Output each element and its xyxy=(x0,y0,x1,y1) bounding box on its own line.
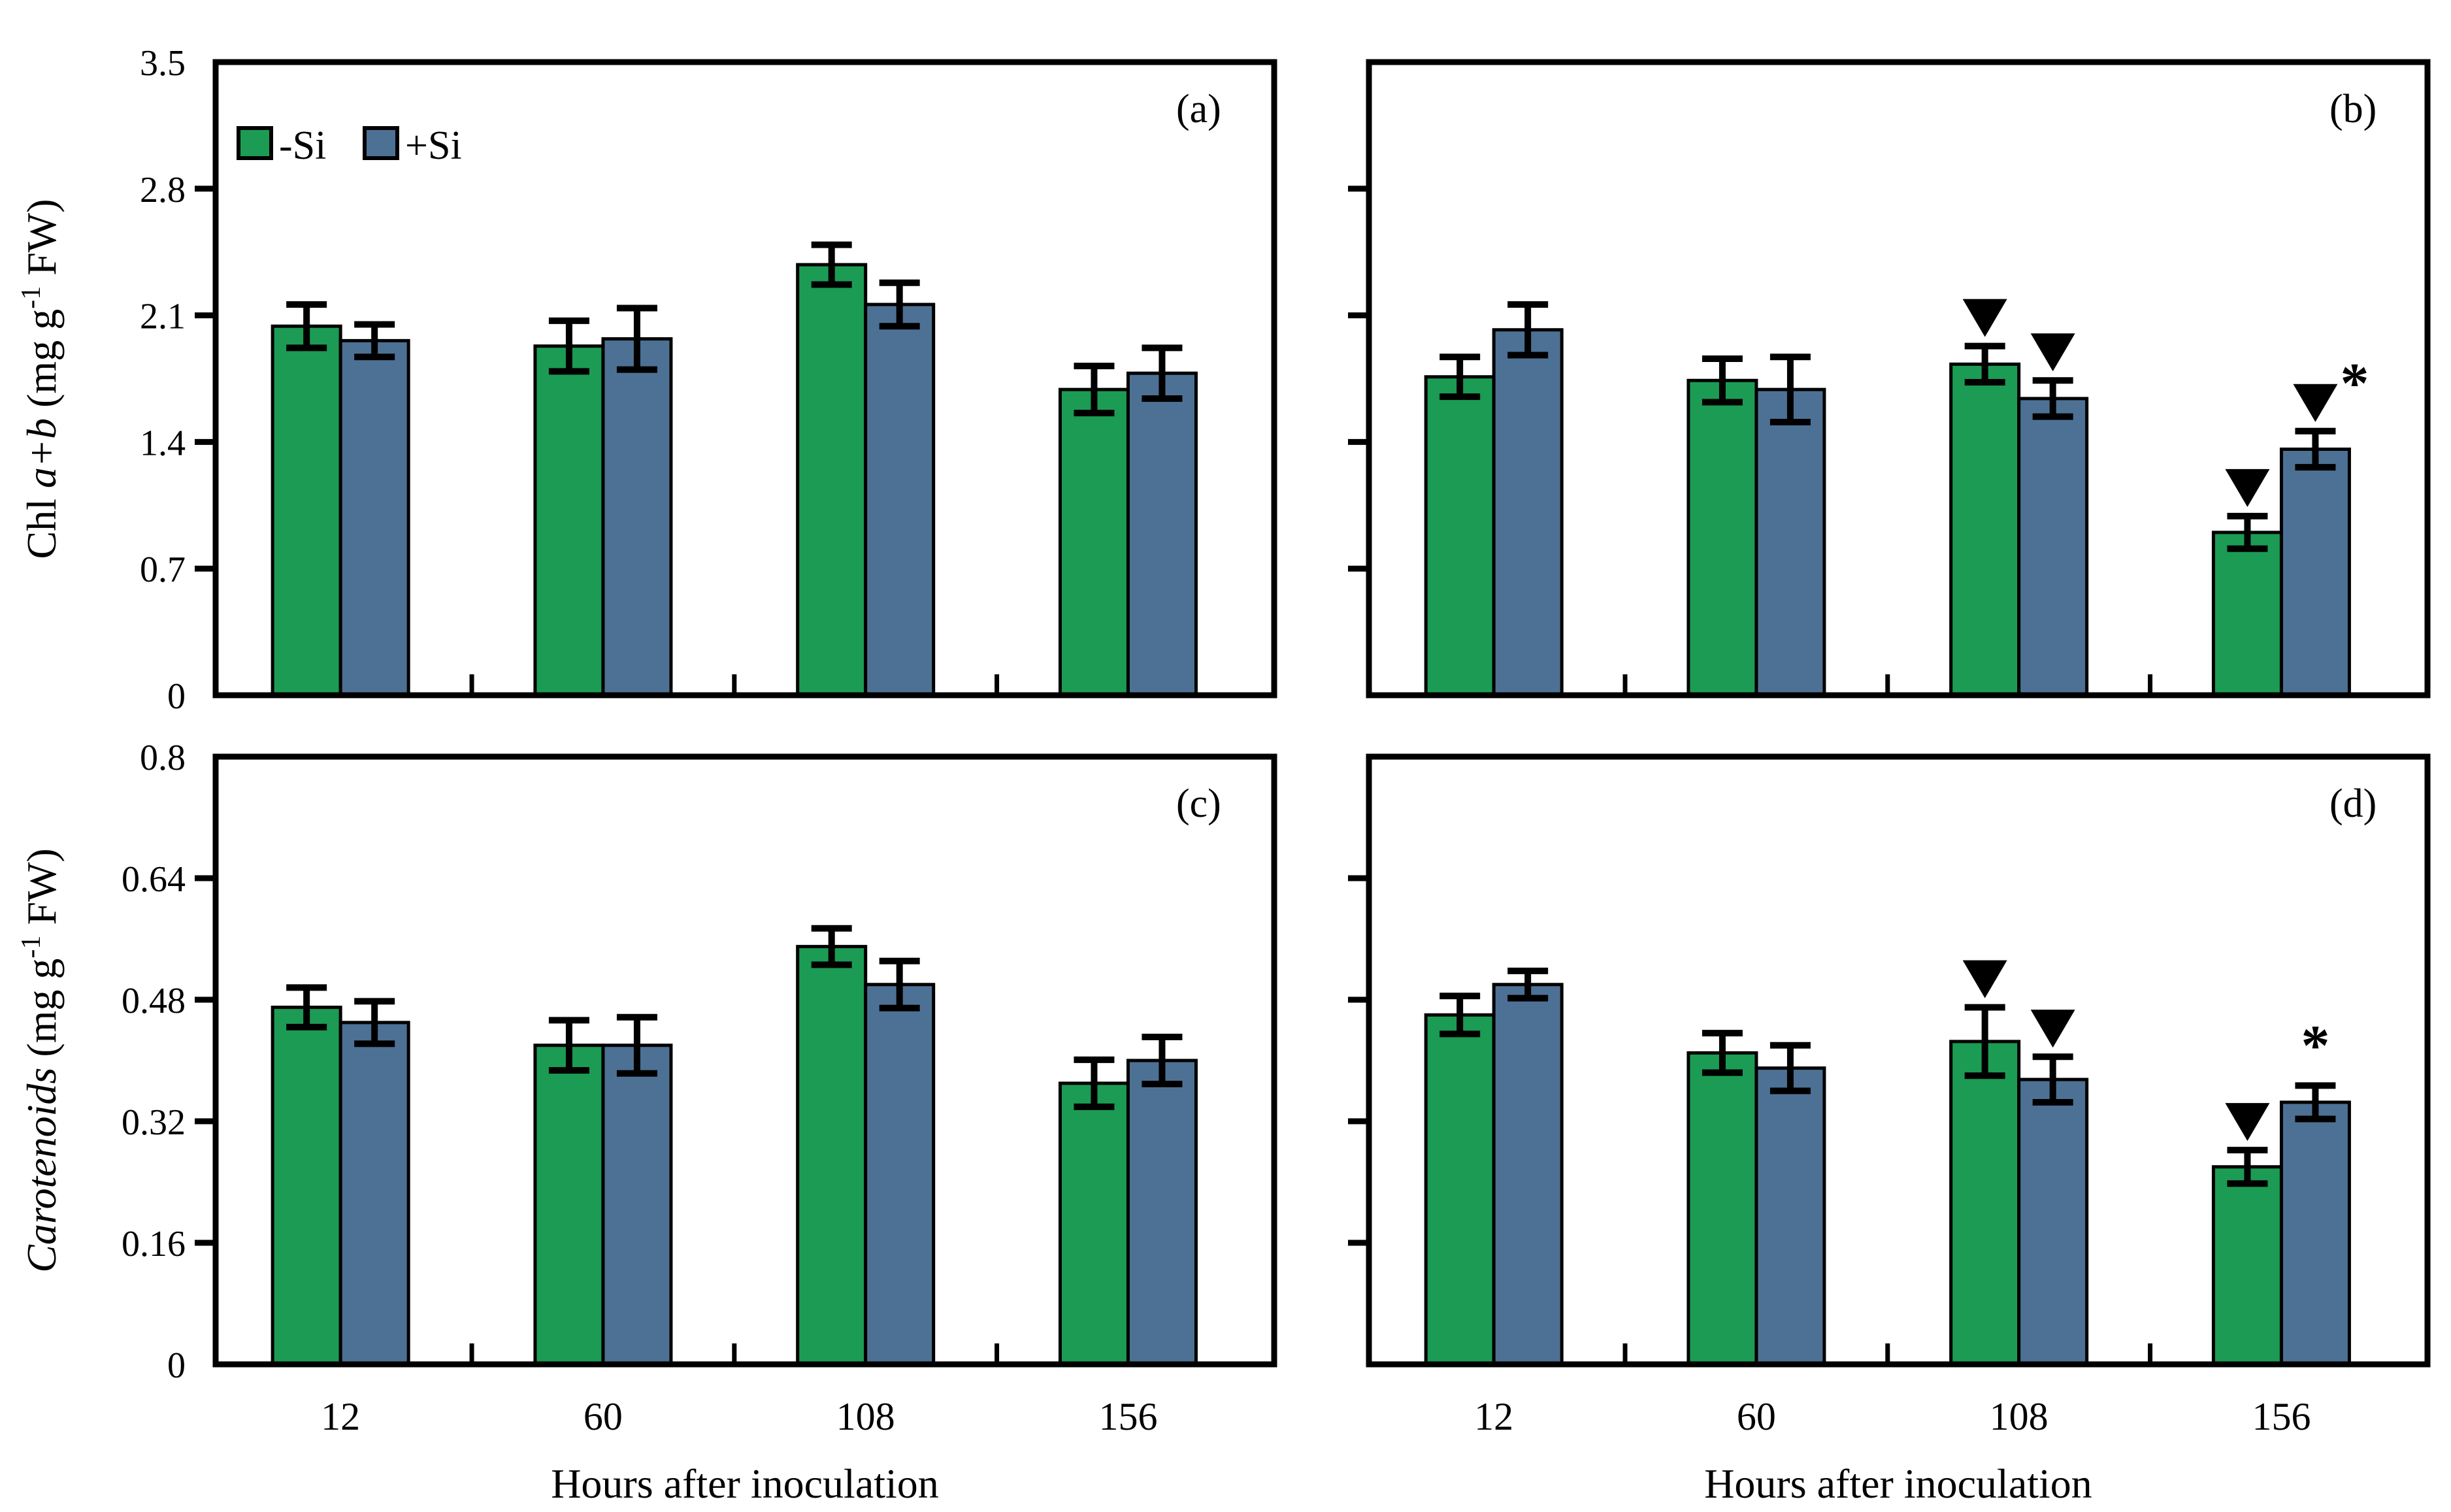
panel-letter-b: (b) xyxy=(2329,87,2377,131)
yticklabel-c-0.64: 0.64 xyxy=(122,859,186,900)
yticklabel-c-0: 0 xyxy=(167,1345,186,1386)
bar-c-108-+Si xyxy=(864,983,936,1366)
bar-a-12--Si xyxy=(271,324,342,697)
bar-a-12-+Si xyxy=(338,338,410,697)
x-axis-title-left: Hours after inoculation xyxy=(551,1460,939,1507)
panel-letter-d: (d) xyxy=(2329,781,2377,826)
marker-triangle-down-icon-b-108-+Si xyxy=(2030,333,2075,372)
bar-c-156-+Si xyxy=(1126,1059,1198,1366)
bar-c-12-+Si xyxy=(338,1021,410,1366)
xticklabel-d-60: 60 xyxy=(1737,1395,1776,1438)
yticklabel-c-0.16: 0.16 xyxy=(122,1224,186,1264)
bar-c-156--Si xyxy=(1058,1081,1130,1366)
legend-swatch-+Si xyxy=(363,126,399,160)
ylabel-chl-post: (mg g xyxy=(18,309,65,418)
bar-d-108-+Si xyxy=(2017,1077,2089,1366)
ylabel-car-italic: Carotenoids xyxy=(18,1068,65,1273)
yticklabel-a-3.5: 3.5 xyxy=(140,43,186,84)
ylabel-car-superscript: -1 xyxy=(16,936,46,959)
bar-b-156--Si xyxy=(2211,531,2283,697)
xticklabel-d-108: 108 xyxy=(1990,1395,2048,1438)
y-axis-title-carotenoids: Carotenoids (mg g-1 FW) xyxy=(16,848,65,1273)
bar-b-60-+Si xyxy=(1754,387,1826,697)
ylabel-car-post: (mg g xyxy=(18,959,65,1068)
bar-c-108--Si xyxy=(796,945,868,1366)
bar-b-12--Si xyxy=(1424,375,1496,697)
x-axis-title-right: Hours after inoculation xyxy=(1704,1460,2092,1507)
legend-label--Si: -Si xyxy=(279,123,326,168)
bar-b-108-+Si xyxy=(2017,397,2089,697)
legend-swatch--Si xyxy=(237,126,273,160)
bar-a-108--Si xyxy=(796,263,868,697)
xticklabel-c-156: 156 xyxy=(1098,1395,1157,1438)
panel-b-frame xyxy=(1366,59,2431,698)
xticklabel-d-12: 12 xyxy=(1474,1395,1513,1438)
bar-b-108--Si xyxy=(1949,362,2021,697)
panel-a-frame xyxy=(212,59,1277,698)
panel-d-frame xyxy=(1366,753,2431,1368)
bar-d-60-+Si xyxy=(1754,1066,1826,1366)
ylabel-chl-superscript: -1 xyxy=(16,286,46,309)
ylabel-chl-italic: a+b xyxy=(18,418,65,488)
panel-letter-c: (c) xyxy=(1176,781,1221,826)
marker-asterisk-icon-d-156-+Si: * xyxy=(2301,1014,2329,1077)
bar-c-60-+Si xyxy=(601,1044,673,1366)
bar-d-12-+Si xyxy=(1492,983,1564,1366)
legend-label-+Si: +Si xyxy=(405,123,462,168)
marker-triangle-down-icon-d-108-+Si xyxy=(2030,1010,2075,1048)
bar-d-156-+Si xyxy=(2279,1100,2351,1366)
yticklabel-a-0: 0 xyxy=(167,676,186,717)
ylabel-car-end: FW) xyxy=(18,848,65,935)
bar-d-156--Si xyxy=(2211,1165,2283,1366)
bar-d-12--Si xyxy=(1424,1013,1496,1366)
bar-b-156-+Si xyxy=(2279,447,2351,697)
yticklabel-c-0.32: 0.32 xyxy=(122,1102,186,1143)
yticklabel-a-0.7: 0.7 xyxy=(140,550,186,590)
y-axis-title-chl: Chl a+b (mg g-1 FW) xyxy=(16,199,65,559)
marker-asterisk-icon-b-156-+Si: * xyxy=(2340,352,2369,416)
xticklabel-c-108: 108 xyxy=(836,1395,895,1438)
bar-a-60-+Si xyxy=(601,337,673,697)
yticklabel-a-1.4: 1.4 xyxy=(140,423,186,463)
bar-a-156--Si xyxy=(1058,387,1130,697)
bar-a-108-+Si xyxy=(864,303,936,697)
bar-d-108--Si xyxy=(1949,1040,2021,1366)
bar-b-60--Si xyxy=(1686,378,1758,697)
ylabel-chl-pre: Chl xyxy=(18,488,65,559)
panel-letter-a: (a) xyxy=(1176,87,1221,131)
panel-c-frame xyxy=(212,753,1277,1368)
xticklabel-c-60: 60 xyxy=(584,1395,623,1438)
marker-triangle-down-icon-d-156--Si xyxy=(2225,1103,2270,1142)
marker-triangle-down-icon-d-108--Si xyxy=(1962,960,2007,998)
bar-d-60--Si xyxy=(1686,1051,1758,1366)
bar-b-12-+Si xyxy=(1492,328,1564,697)
bar-c-60--Si xyxy=(533,1044,605,1366)
bar-c-12--Si xyxy=(271,1006,342,1366)
yticklabel-a-2.1: 2.1 xyxy=(140,297,186,337)
xticklabel-c-12: 12 xyxy=(321,1395,360,1438)
yticklabel-c-0.8: 0.8 xyxy=(140,738,186,778)
yticklabel-a-2.8: 2.8 xyxy=(140,170,186,210)
xticklabel-d-156: 156 xyxy=(2252,1395,2311,1438)
ylabel-chl-end: FW) xyxy=(18,199,65,286)
bar-a-60--Si xyxy=(533,344,605,697)
bar-a-156-+Si xyxy=(1126,371,1198,697)
marker-triangle-down-icon-b-156-+Si xyxy=(2293,384,2338,422)
yticklabel-c-0.48: 0.48 xyxy=(122,981,186,1021)
marker-triangle-down-icon-b-156--Si xyxy=(2225,468,2270,507)
marker-triangle-down-icon-b-108--Si xyxy=(1962,299,2007,337)
